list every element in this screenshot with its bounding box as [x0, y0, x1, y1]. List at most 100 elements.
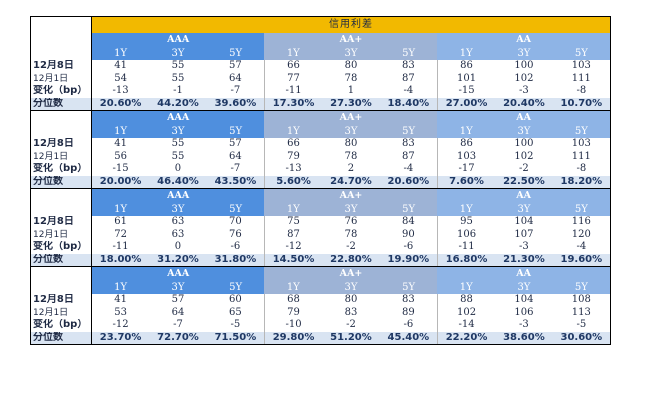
tenor-header: 5Y [552, 281, 611, 294]
row-change-bp: 变化（bp） -15 0 -7 -13 2 -4 -17 -2 -8 [30, 163, 611, 176]
value-cell: 102 [514, 72, 534, 84]
value-cell: -6 [230, 241, 241, 253]
tenor-header-row: 1Y 3Y 5Y 1Y 3Y 5Y 1Y 3Y 5Y [30, 125, 611, 138]
section-label: 企业债 [30, 110, 92, 125]
value-cell: 102 [514, 150, 534, 162]
grade-aaa-header: AAA [91, 188, 265, 203]
value-cell: 78 [344, 150, 358, 162]
value-cell: -11 [112, 241, 129, 253]
value-cell: 55 [171, 72, 185, 84]
tenor-header: 1Y [91, 47, 150, 60]
row-label: 分位数 [30, 253, 92, 267]
value-cell: 17.30% [263, 97, 323, 111]
value-cell: 72.70% [149, 331, 207, 345]
value-cell: 64 [171, 306, 185, 318]
row-label: 变化（bp） [30, 319, 92, 332]
row-label: 12月8日 [30, 294, 92, 307]
value-cell: 38.60% [495, 331, 553, 345]
value-cell: -12 [263, 241, 323, 254]
value-cell: 86 [436, 138, 496, 151]
row-date-previous: 12月1日 56 55 64 79 78 87 103 102 111 [30, 150, 611, 163]
value-cell: -3 [519, 319, 529, 331]
corner-cell [30, 16, 92, 33]
value-cell: 22.80% [322, 253, 380, 267]
value-cell: -7 [173, 319, 183, 331]
value-cell: 20.00% [91, 175, 150, 189]
row-label: 12月1日 [30, 72, 92, 85]
value-cell: 66 [263, 138, 323, 151]
table-title: 信用利差 [91, 16, 611, 33]
value-cell: 16.80% [436, 253, 496, 267]
tenor-header: 5Y [379, 281, 438, 294]
row-label: 变化（bp） [30, 241, 92, 254]
grade-header-row: 中票 AAA AA+ AA [30, 33, 611, 47]
value-cell: 45.40% [379, 331, 438, 345]
value-cell: -2 [346, 241, 356, 253]
value-cell: 20.60% [379, 175, 438, 189]
tenor-header: 5Y [379, 203, 438, 216]
value-cell: -8 [552, 163, 611, 176]
grade-aa-header: AA [437, 33, 611, 47]
value-cell: 5.60% [263, 175, 323, 189]
value-cell: 72 [114, 228, 127, 240]
row-label: 分位数 [30, 331, 92, 345]
value-cell: -7 [230, 163, 241, 175]
tenor-header: 3Y [322, 281, 380, 294]
value-cell: 20.60% [91, 97, 150, 111]
value-cell: -2 [519, 163, 529, 175]
row-label: 12月1日 [30, 228, 92, 241]
value-cell: 102 [436, 306, 496, 319]
tenor-header: 1Y [437, 203, 496, 216]
row-label: 12月1日 [30, 150, 92, 163]
tenor-header: 1Y [264, 47, 323, 60]
value-cell: 89 [401, 306, 415, 318]
row-percentile: 分位数 23.70% 72.70% 71.50% 29.80% 51.20% 45.40% 2… [30, 331, 611, 345]
row-date-previous: 12月1日 72 63 76 87 78 90 106 107 120 [30, 228, 611, 241]
value-cell: 43.50% [206, 175, 265, 189]
tenor-header: 3Y [495, 125, 553, 138]
tenor-header: 5Y [206, 281, 265, 294]
value-cell: -15 [436, 85, 496, 98]
value-cell: 75 [263, 216, 323, 229]
value-cell: -8 [552, 85, 611, 98]
grade-aa-header: AA [437, 110, 611, 125]
value-cell: 41 [114, 60, 127, 72]
grade-aa-plus-header: AA+ [264, 188, 438, 203]
value-cell: 14.50% [263, 253, 323, 267]
value-cell: -14 [436, 319, 496, 332]
tenor-header: 1Y [91, 125, 150, 138]
value-cell: 19.90% [379, 253, 438, 267]
value-cell: 64 [229, 72, 242, 84]
tenor-header: 1Y [264, 281, 323, 294]
value-cell: 107 [514, 228, 534, 240]
value-cell: 87 [263, 228, 323, 241]
value-cell: 60 [229, 294, 242, 306]
grade-header-row: 城投 AAA AA+ AA [30, 188, 611, 203]
tenor-header: 3Y [495, 47, 553, 60]
value-cell: 46.40% [149, 175, 207, 189]
value-cell: 106 [514, 306, 534, 318]
value-cell: 23.70% [91, 331, 150, 345]
value-cell: 78 [344, 228, 358, 240]
value-cell: 120 [552, 228, 611, 241]
tenor-header: 1Y [264, 203, 323, 216]
tenor-header: 5Y [552, 47, 611, 60]
value-cell: 61 [114, 216, 127, 228]
value-cell: 44.20% [149, 97, 207, 111]
value-cell: -13 [112, 85, 129, 97]
value-cell: 78 [344, 72, 358, 84]
value-cell: 57 [171, 294, 185, 306]
value-cell: 86 [436, 60, 496, 73]
tenor-header: 3Y [322, 203, 380, 216]
value-cell: 18.40% [379, 97, 438, 111]
value-cell: -2 [346, 319, 356, 331]
value-cell: 103 [552, 60, 611, 73]
grade-aaa-header: AAA [91, 266, 265, 281]
tenor-header: 3Y [322, 125, 380, 138]
value-cell: 55 [171, 60, 185, 72]
value-cell: -6 [403, 241, 414, 253]
tenor-header-row: 1Y 3Y 5Y 1Y 3Y 5Y 1Y 3Y 5Y [30, 281, 611, 294]
row-label: 12月8日 [30, 138, 92, 151]
grade-aa-plus-header: AA+ [264, 266, 438, 281]
tenor-label-spacer [30, 281, 92, 294]
